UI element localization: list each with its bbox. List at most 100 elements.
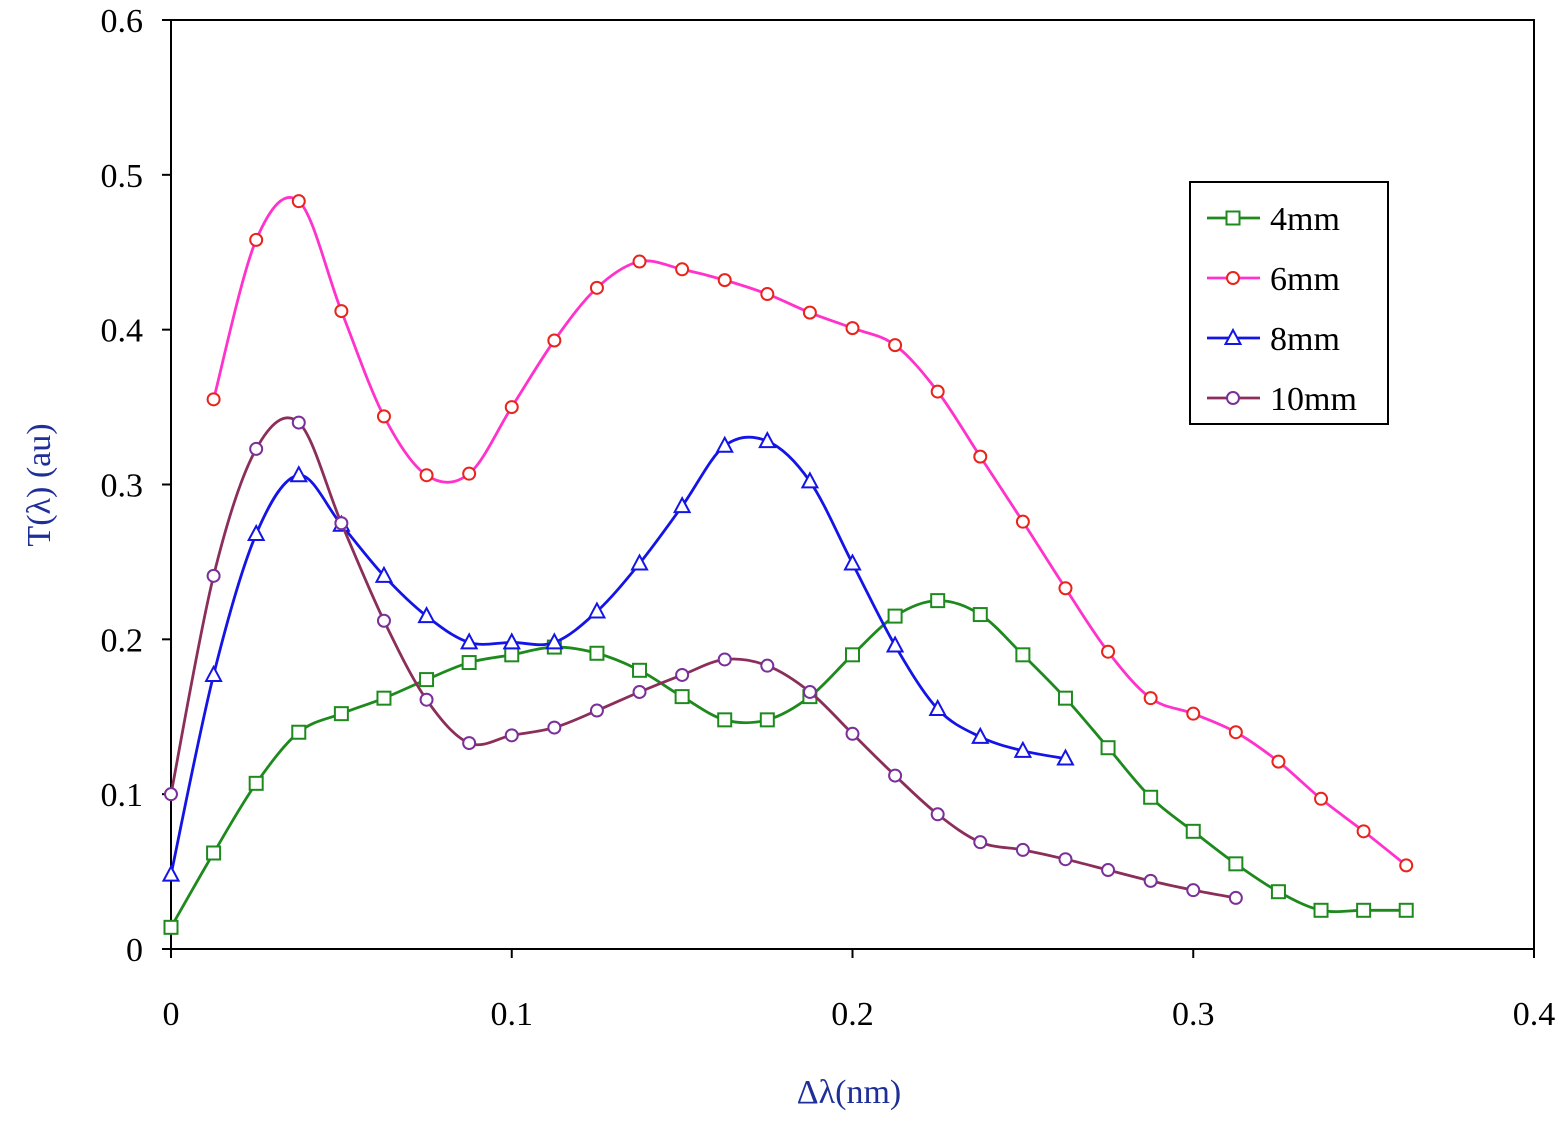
data-point-10mm	[206, 568, 221, 583]
data-point-6mm	[249, 232, 264, 247]
legend-swatch-marker	[1223, 327, 1243, 345]
data-point-8mm	[417, 605, 436, 624]
data-point-10mm	[888, 768, 903, 783]
y-tick-label: 0.1	[101, 777, 144, 814]
series-8mm	[161, 431, 1075, 882]
legend-label: 8mm	[1270, 321, 1340, 358]
data-point-10mm	[930, 807, 945, 822]
data-point-4mm	[504, 647, 520, 663]
data-point-10mm	[1228, 890, 1243, 905]
data-point-10mm	[1143, 873, 1158, 888]
legend-box	[1189, 181, 1389, 425]
data-point-6mm	[1314, 791, 1329, 806]
data-point-6mm	[1271, 754, 1286, 769]
legend-label: 6mm	[1270, 261, 1340, 298]
data-point-4mm	[1228, 856, 1244, 872]
data-point-6mm	[1015, 514, 1030, 529]
data-point-6mm	[888, 338, 903, 353]
data-point-4mm	[291, 724, 307, 740]
data-point-4mm	[206, 845, 222, 861]
data-point-10mm	[504, 728, 519, 743]
data-point-8mm	[885, 635, 905, 653]
data-point-4mm	[1057, 690, 1073, 706]
data-point-8mm	[800, 471, 820, 489]
data-point-8mm	[758, 431, 777, 449]
data-point-10mm	[717, 652, 732, 667]
data-point-4mm	[674, 689, 690, 705]
data-point-10mm	[845, 726, 860, 741]
data-point-4mm	[1015, 647, 1031, 663]
data-point-6mm	[1058, 581, 1073, 596]
x-tick-label: 0.1	[491, 996, 534, 1033]
data-point-6mm	[1356, 824, 1371, 839]
data-point-8mm	[374, 565, 394, 583]
data-point-8mm	[247, 523, 266, 542]
x-tick-label: 0.3	[1172, 996, 1215, 1033]
data-point-4mm	[632, 662, 648, 678]
data-point-10mm	[547, 720, 562, 735]
x-tick-label: 0	[163, 996, 180, 1033]
data-point-4mm	[333, 706, 349, 722]
data-point-8mm	[630, 553, 649, 571]
data-point-10mm	[1101, 863, 1116, 878]
data-point-4mm	[930, 593, 946, 609]
data-point-10mm	[419, 692, 434, 707]
data-point-8mm	[971, 726, 990, 744]
data-point-4mm	[972, 607, 988, 623]
legend-item-6mm: 6mm	[1207, 261, 1340, 298]
series-4mm	[163, 593, 1414, 935]
data-point-10mm	[462, 736, 477, 751]
data-point-6mm	[504, 400, 519, 415]
data-point-4mm	[1143, 789, 1159, 805]
data-point-8mm	[928, 698, 947, 717]
series-6mm	[206, 194, 1414, 873]
data-point-4mm	[1356, 902, 1372, 918]
data-point-4mm	[163, 919, 179, 935]
data-point-10mm	[589, 703, 604, 718]
data-point-8mm	[161, 864, 181, 882]
x-tick-label: 0.2	[831, 996, 874, 1033]
data-point-6mm	[973, 449, 988, 464]
data-point-8mm	[587, 601, 607, 619]
data-point-4mm	[419, 672, 435, 688]
axes: 0 0.1 0.2 0.3 0.4 0.5 0.6 0 0.1 0.2 0.3 0.4	[101, 3, 1556, 1033]
data-point-6mm	[334, 304, 349, 319]
data-point-8mm	[502, 632, 521, 650]
legend-swatch-marker	[1225, 210, 1241, 226]
data-point-10mm	[249, 441, 264, 456]
data-point-8mm	[843, 553, 862, 571]
y-axis-title: T(λ) (au)	[21, 423, 58, 546]
y-tick-label: 0.6	[101, 3, 144, 40]
legend-swatch-marker	[1226, 391, 1240, 405]
data-point-8mm	[1013, 740, 1033, 758]
data-point-10mm	[802, 684, 817, 699]
data-point-8mm	[289, 465, 308, 483]
data-point-4mm	[248, 775, 264, 791]
legend-item-8mm: 8mm	[1207, 321, 1340, 358]
data-point-10mm	[1186, 883, 1201, 898]
data-point-6mm	[845, 321, 860, 336]
data-point-6mm	[1399, 858, 1414, 873]
data-point-4mm	[717, 712, 733, 728]
x-axis-title: Δλ(nm)	[797, 1074, 901, 1111]
data-point-10mm	[376, 613, 391, 628]
series-line-4mm	[169, 599, 1407, 929]
legend: 4mm 6mm 8mm 10mm	[1189, 181, 1389, 425]
data-point-6mm	[589, 280, 604, 295]
series-group	[161, 194, 1414, 935]
data-point-6mm	[760, 287, 775, 302]
data-point-4mm	[1313, 902, 1329, 918]
y-tick-label: 0.4	[101, 313, 144, 350]
data-point-10mm	[632, 684, 647, 699]
data-point-6mm	[419, 468, 434, 483]
data-point-10mm	[291, 415, 306, 430]
y-tick-label: 0.3	[101, 468, 144, 505]
data-point-6mm	[930, 384, 945, 399]
data-point-6mm	[547, 333, 562, 348]
series-10mm	[164, 415, 1243, 905]
legend-swatch-marker	[1226, 271, 1240, 285]
x-tick-label: 0.4	[1513, 996, 1556, 1033]
data-point-4mm	[759, 712, 775, 728]
